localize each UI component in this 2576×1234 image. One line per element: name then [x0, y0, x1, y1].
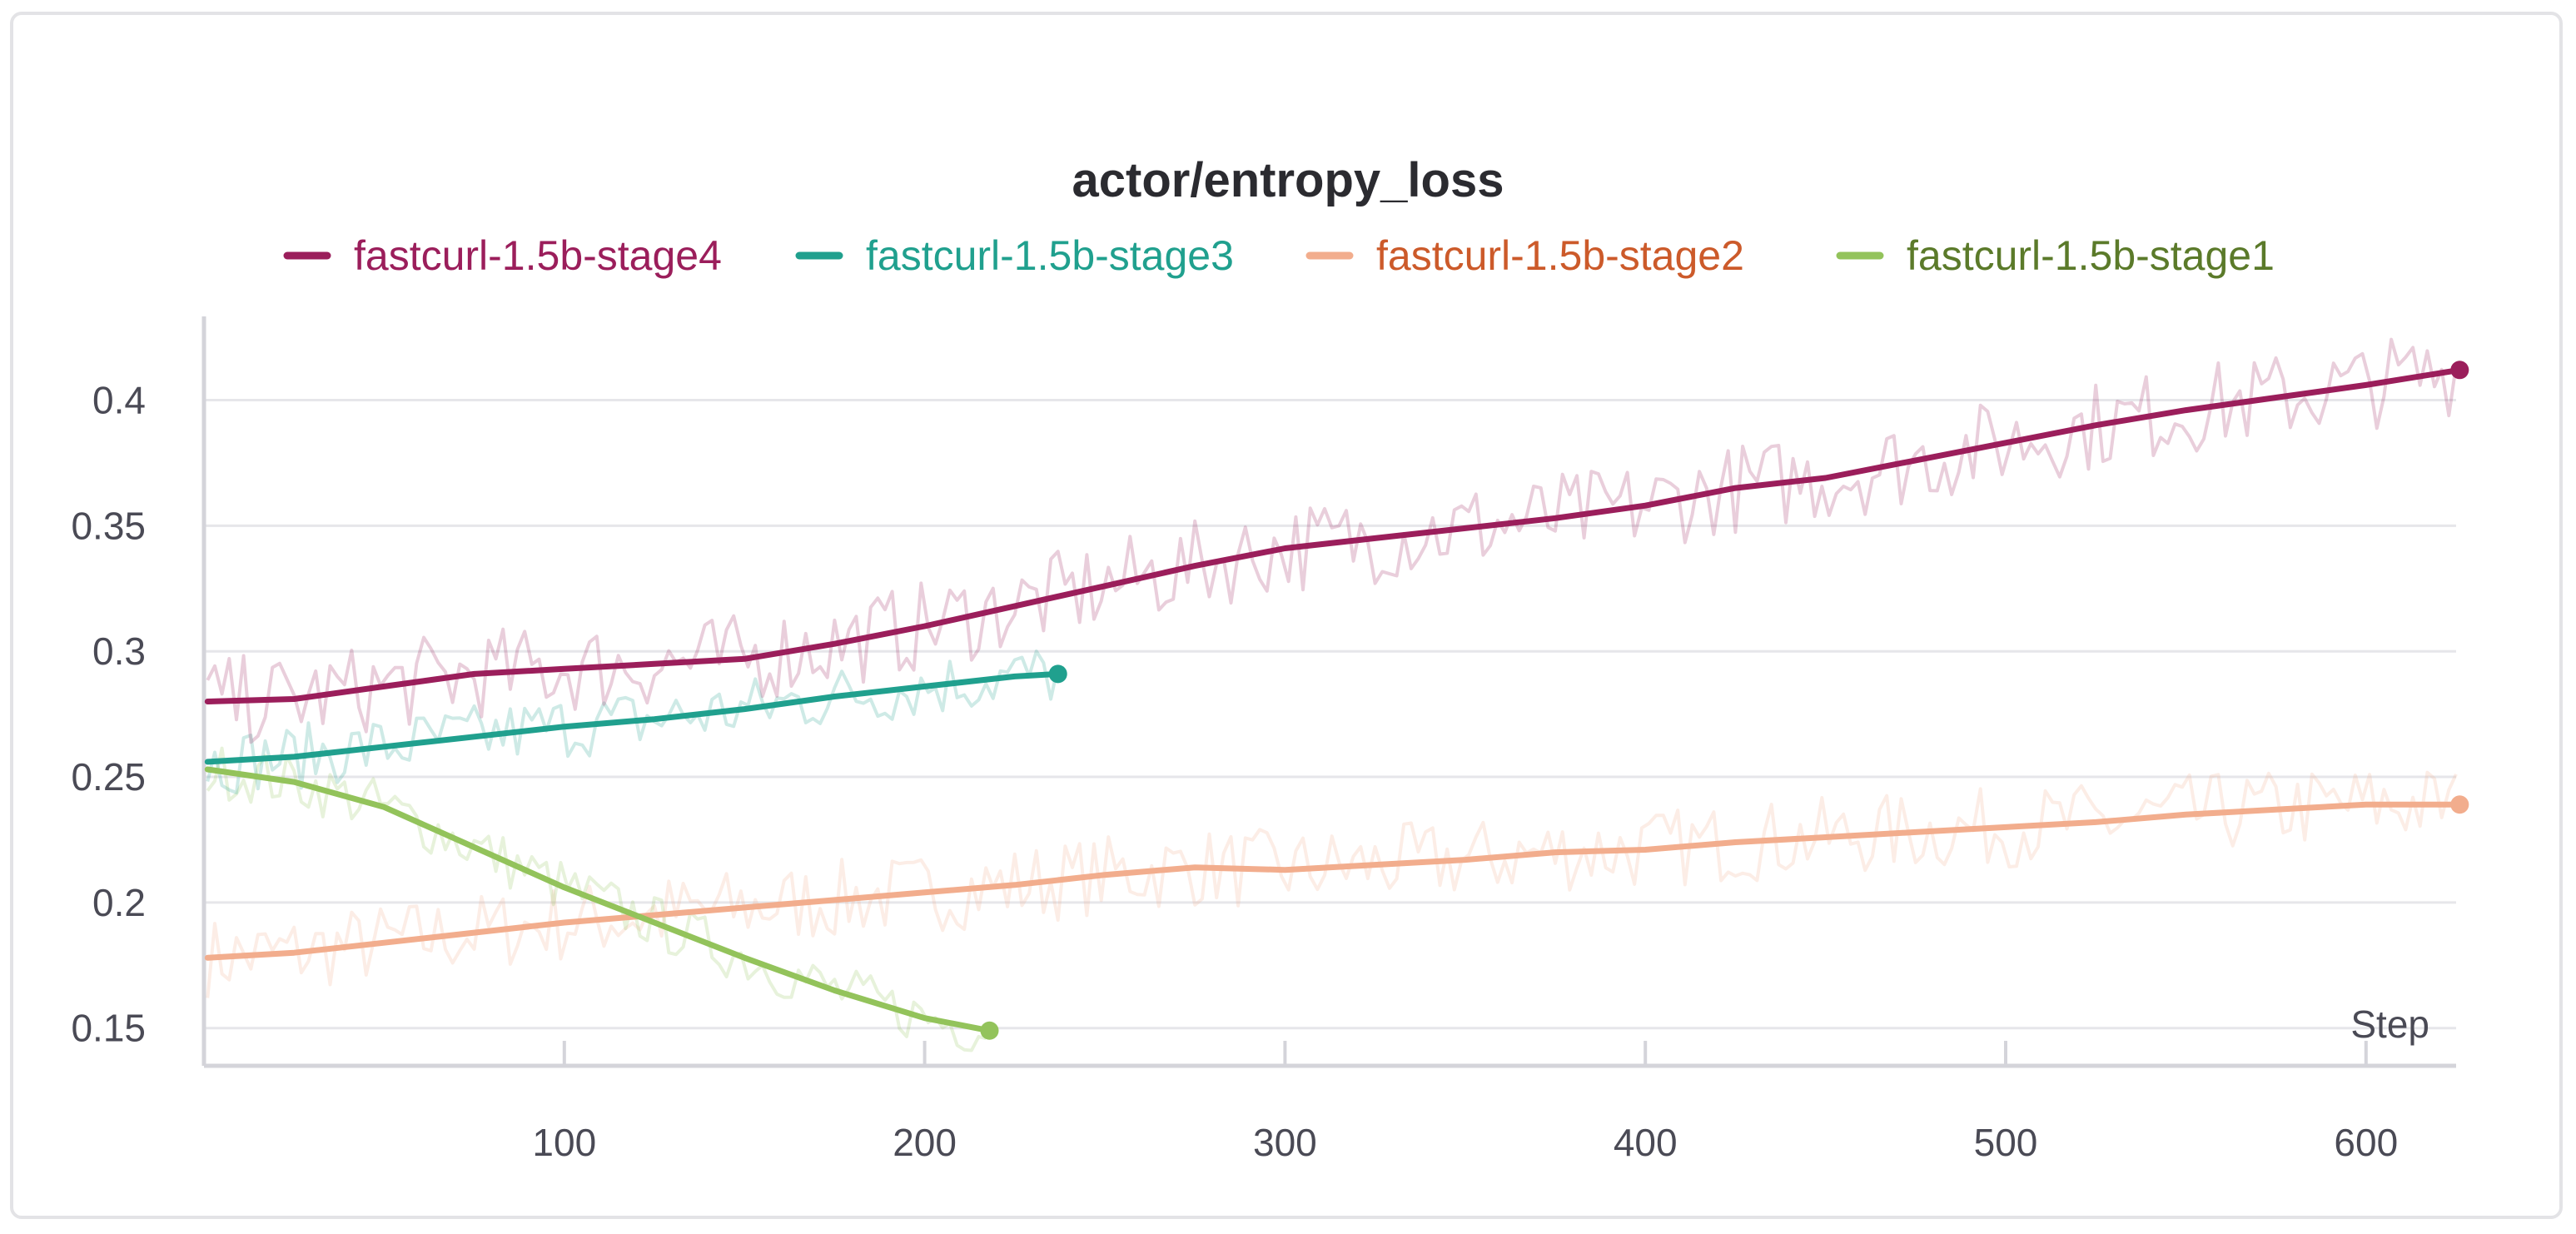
legend-item: fastcurl-1.5b-stage4	[283, 232, 722, 279]
chart-title: actor/entropy_loss	[1072, 153, 1504, 207]
y-tick-label: 0.4	[92, 379, 146, 422]
series-raw-line	[206, 770, 2458, 998]
y-tick-label: 0.3	[92, 629, 146, 673]
series-end-point	[1048, 664, 1067, 684]
legend-item: fastcurl-1.5b-stage1	[1836, 232, 2275, 279]
legend-label: fastcurl-1.5b-stage4	[354, 232, 722, 279]
series-line	[204, 801, 2463, 961]
y-tick-label: 0.15	[71, 1007, 146, 1050]
series-raw-line	[206, 337, 2458, 744]
series-line	[204, 366, 2463, 704]
series-line	[204, 670, 1062, 765]
series-end-point	[2450, 795, 2469, 814]
series-line	[204, 766, 992, 1034]
y-tick-label: 0.2	[92, 881, 146, 924]
y-tick-label: 0.25	[71, 755, 146, 799]
y-tick-label: 0.35	[71, 504, 146, 547]
legend-item: fastcurl-1.5b-stage3	[795, 232, 1234, 279]
chart-panel	[10, 12, 2563, 1219]
x-tick-label: 100	[532, 1121, 596, 1164]
series-raw-line	[206, 746, 987, 1052]
x-tick-label: 400	[1614, 1121, 1678, 1164]
series-end-point	[980, 1021, 999, 1040]
legend-label: fastcurl-1.5b-stage3	[866, 232, 1234, 279]
series-raw-line	[206, 649, 1060, 794]
x-tick-label: 200	[893, 1121, 957, 1164]
x-tick-label: 500	[1974, 1121, 2038, 1164]
x-tick-label: 600	[2334, 1121, 2398, 1164]
legend-label: fastcurl-1.5b-stage1	[1907, 232, 2275, 279]
legend-item: fastcurl-1.5b-stage2	[1305, 232, 1744, 279]
x-axis-title: Step	[2350, 1003, 2429, 1046]
legend: fastcurl-1.5b-stage4 fastcurl-1.5b-stage3…	[283, 232, 2275, 279]
x-tick-label: 300	[1253, 1121, 1317, 1164]
series-end-point	[2450, 361, 2469, 380]
legend-label: fastcurl-1.5b-stage2	[1376, 232, 1744, 279]
